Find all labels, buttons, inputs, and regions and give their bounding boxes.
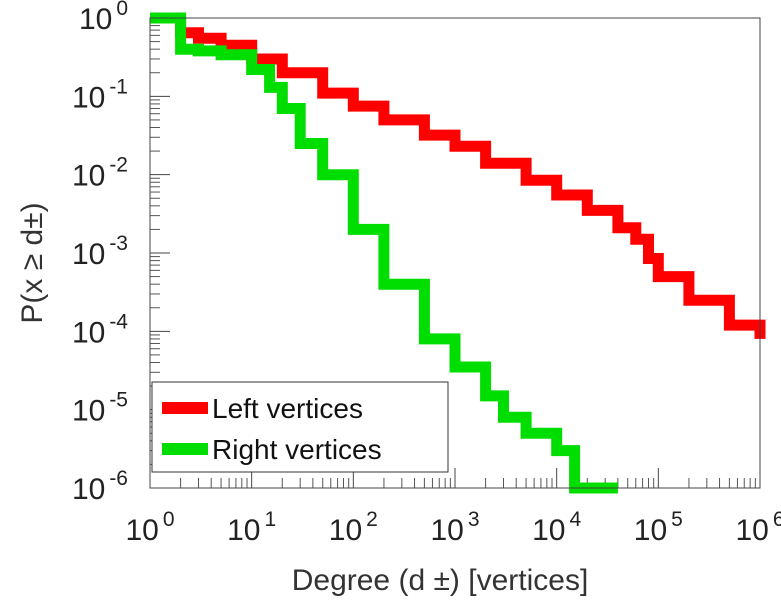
tick-base: 10 bbox=[72, 473, 105, 506]
y-tick-label: 10 -3 bbox=[72, 232, 128, 271]
minor-ticks bbox=[150, 21, 756, 488]
tick-exponent: 6 bbox=[773, 508, 781, 531]
x-tick-label: 10 6 bbox=[735, 508, 781, 547]
x-axis-label: Degree (d ±) [vertices] bbox=[292, 564, 589, 597]
series-layer bbox=[150, 12, 766, 494]
tick-base: 10 bbox=[72, 81, 105, 114]
x-tick-label: 10 4 bbox=[532, 508, 581, 547]
tick-exponent: 5 bbox=[671, 508, 683, 531]
tick-base: 10 bbox=[634, 514, 667, 547]
plot-frame bbox=[149, 17, 761, 489]
y-tick-label: 10 -1 bbox=[72, 75, 128, 114]
tick-base: 10 bbox=[735, 514, 768, 547]
x-tick-label: 10 0 bbox=[125, 508, 174, 547]
tick-base: 10 bbox=[72, 395, 105, 428]
tick-exponent: -4 bbox=[109, 310, 128, 333]
x-tick-label: 10 1 bbox=[227, 508, 276, 547]
tick-exponent: -2 bbox=[109, 154, 128, 177]
tick-base: 10 bbox=[532, 514, 565, 547]
series-line-right-vertices bbox=[150, 12, 618, 494]
x-tick-label: 10 3 bbox=[430, 508, 479, 547]
x-tick-label: 10 2 bbox=[329, 508, 378, 547]
tick-exponent: 0 bbox=[163, 508, 175, 531]
tick-base: 10 bbox=[72, 160, 105, 193]
tick-exponent: -5 bbox=[109, 389, 128, 412]
tick-base: 10 bbox=[125, 514, 158, 547]
y-tick-label: 10 -6 bbox=[72, 467, 128, 506]
tick-base: 10 bbox=[329, 514, 362, 547]
legend-label-right-vertices: Right vertices bbox=[212, 434, 382, 465]
tick-base: 10 bbox=[72, 238, 105, 271]
y-tick-label: 10 -5 bbox=[72, 389, 128, 428]
x-tick-label: 10 5 bbox=[634, 508, 683, 547]
tick-base: 10 bbox=[227, 514, 260, 547]
legend-label-left-vertices: Left vertices bbox=[212, 393, 363, 424]
tick-base: 10 bbox=[72, 316, 105, 349]
y-tick-label: 10 0 bbox=[79, 0, 128, 36]
tick-exponent: -3 bbox=[109, 232, 128, 255]
legend-box bbox=[151, 381, 449, 473]
tick-base: 10 bbox=[430, 514, 463, 547]
y-tick-label: 10 -2 bbox=[72, 154, 128, 193]
legend: Left vertices Right vertices bbox=[151, 381, 449, 473]
tick-exponent: 1 bbox=[265, 508, 277, 531]
tick-exponent: -6 bbox=[109, 467, 128, 490]
y-tick-label: 10 -4 bbox=[72, 310, 128, 349]
tick-exponent: -1 bbox=[109, 75, 128, 98]
tick-exponent: 0 bbox=[116, 0, 128, 20]
series-line-left-vertices bbox=[150, 12, 766, 339]
tick-base: 10 bbox=[79, 3, 112, 36]
tick-exponent: 3 bbox=[468, 508, 480, 531]
x-tick-labels: 10 0 10 1 10 2 10 3 10 4 10 5 10 6 bbox=[125, 508, 781, 547]
tick-exponent: 4 bbox=[570, 508, 582, 531]
tick-exponent: 2 bbox=[366, 508, 378, 531]
y-axis-label: P(x ≥ d±) bbox=[16, 202, 49, 323]
